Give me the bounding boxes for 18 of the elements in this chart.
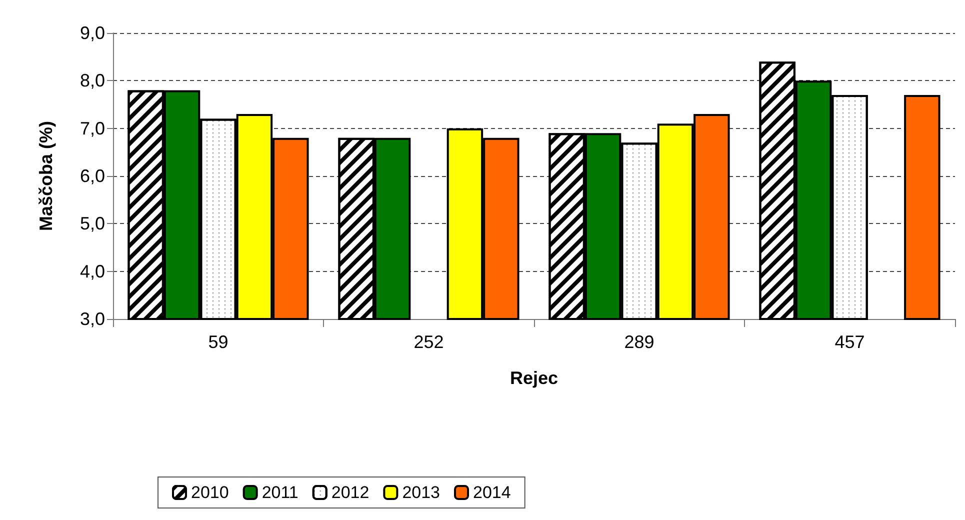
y-tick-label: 3,0 — [80, 309, 105, 329]
legend-label: 2014 — [473, 483, 511, 502]
legend-label: 2012 — [331, 483, 370, 502]
legend-label: 2011 — [262, 483, 298, 502]
legend-label: 2013 — [402, 483, 440, 502]
y-tick-label: 4,0 — [80, 261, 105, 282]
legend-label: 2010 — [191, 483, 229, 502]
x-tick-label: 457 — [834, 332, 865, 352]
x-tick-label: 289 — [624, 332, 654, 352]
y-tick-label: 5,0 — [80, 214, 105, 234]
y-tick-label: 6,0 — [80, 166, 105, 186]
x-tick-label: 59 — [208, 332, 228, 352]
x-axis-title: Rejec — [510, 368, 558, 388]
x-tick-label: 252 — [414, 332, 444, 352]
y-tick-label: 7,0 — [80, 118, 105, 138]
y-axis-title: Maščoba (%) — [36, 120, 56, 232]
y-tick-label: 9,0 — [80, 23, 105, 43]
y-tick-label: 8,0 — [80, 70, 105, 91]
